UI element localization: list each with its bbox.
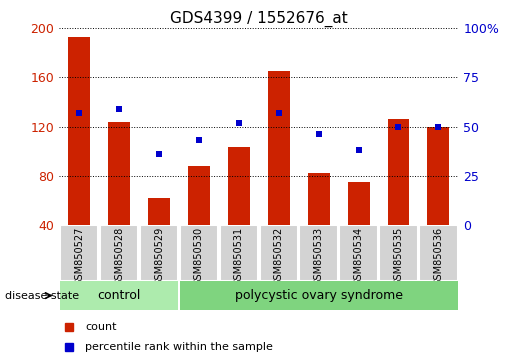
- Bar: [387, 119, 409, 225]
- Text: percentile rank within the sample: percentile rank within the sample: [85, 342, 273, 352]
- Text: disease state: disease state: [5, 291, 79, 301]
- FancyBboxPatch shape: [260, 225, 298, 281]
- FancyBboxPatch shape: [60, 225, 98, 281]
- Text: GSM850530: GSM850530: [194, 227, 204, 286]
- Text: count: count: [85, 322, 117, 332]
- Bar: [427, 126, 450, 225]
- Text: GSM850535: GSM850535: [393, 227, 403, 286]
- Text: GSM850536: GSM850536: [434, 227, 443, 286]
- Bar: [228, 147, 250, 225]
- Bar: [268, 71, 290, 225]
- Bar: [108, 122, 130, 225]
- FancyBboxPatch shape: [339, 225, 377, 281]
- Bar: [188, 166, 210, 225]
- FancyBboxPatch shape: [220, 225, 258, 281]
- FancyBboxPatch shape: [140, 225, 178, 281]
- FancyBboxPatch shape: [380, 225, 418, 281]
- Text: GSM850532: GSM850532: [274, 227, 284, 286]
- Text: GSM850528: GSM850528: [114, 227, 124, 286]
- Title: GDS4399 / 1552676_at: GDS4399 / 1552676_at: [170, 11, 348, 27]
- Text: polycystic ovary syndrome: polycystic ovary syndrome: [235, 289, 403, 302]
- Bar: [348, 182, 370, 225]
- Text: GSM850531: GSM850531: [234, 227, 244, 286]
- FancyBboxPatch shape: [300, 225, 338, 281]
- Text: GSM850529: GSM850529: [154, 227, 164, 286]
- FancyBboxPatch shape: [100, 225, 138, 281]
- Text: GSM850527: GSM850527: [74, 227, 84, 286]
- Text: GSM850534: GSM850534: [354, 227, 364, 286]
- FancyBboxPatch shape: [180, 225, 218, 281]
- Text: control: control: [97, 289, 141, 302]
- FancyBboxPatch shape: [60, 281, 178, 310]
- Bar: [68, 37, 90, 225]
- Text: GSM850533: GSM850533: [314, 227, 323, 286]
- FancyBboxPatch shape: [419, 225, 457, 281]
- Bar: [307, 173, 330, 225]
- FancyBboxPatch shape: [180, 281, 457, 310]
- Bar: [148, 198, 170, 225]
